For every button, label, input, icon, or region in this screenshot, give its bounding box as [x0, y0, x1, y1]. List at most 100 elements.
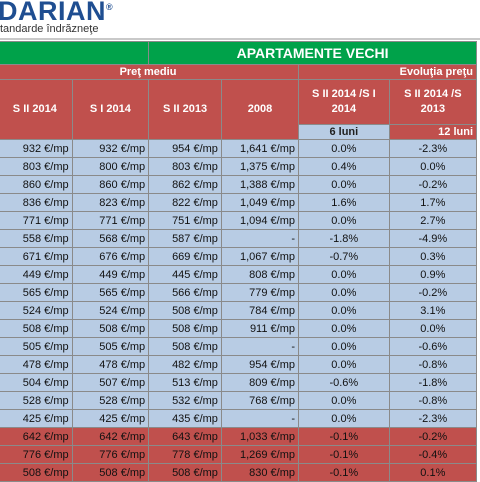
table-cell: -0.1% — [298, 445, 390, 464]
table-cell: 860 €/mp — [71, 175, 150, 194]
table-cell: - — [220, 409, 300, 428]
table-cell: 0.0% — [298, 283, 390, 302]
subheader-6-months: 6 luni — [298, 124, 390, 140]
group-header-price: Preţ mediu — [0, 64, 299, 80]
column-header: S II 2014 /S 2013 — [388, 79, 478, 125]
table-cell: 449 €/mp — [0, 265, 73, 284]
table-row: 508 €/mp 508 €/mp 508 €/mp 830 €/mp -0.1% 0.1… — [0, 463, 478, 482]
table-cell: 482 €/mp — [148, 355, 222, 374]
title-blank — [0, 41, 150, 65]
table-cell: 803 €/mp — [0, 157, 73, 176]
table-cell: 778 €/mp — [148, 445, 222, 464]
table-cell: 671 €/mp — [0, 247, 73, 266]
logo-divider — [0, 38, 480, 40]
table-cell: 776 €/mp — [71, 445, 150, 464]
table-cell: -1.8% — [388, 373, 478, 392]
table-cell: - — [220, 229, 300, 248]
table-row: 528 €/mp 528 €/mp 532 €/mp 768 €/mp 0.0% -0.8… — [0, 391, 478, 410]
table-cell: -2.3% — [388, 409, 478, 428]
table-cell: -1.8% — [298, 229, 390, 248]
table-row: 505 €/mp 505 €/mp 508 €/mp -0.0% -0.6% — [0, 337, 478, 356]
column-header: S II 2013 — [148, 79, 222, 140]
table-row: 803 €/mp 800 €/mp 803 €/mp 1,375 €/mp 0.4% 0.… — [0, 157, 478, 176]
table-cell: 0.0% — [388, 319, 478, 338]
table-cell: -0.2% — [388, 283, 478, 302]
table-cell: -0.4% — [388, 445, 478, 464]
table-cell: 507 €/mp — [71, 373, 150, 392]
table-cell: 676 €/mp — [71, 247, 150, 266]
table-cell: -0.1% — [298, 463, 390, 482]
group-header-evolution: Evoluţia preţu — [298, 64, 477, 80]
table-cell: 751 €/mp — [148, 211, 222, 230]
table-cell: 809 €/mp — [220, 373, 300, 392]
table-cell: 862 €/mp — [148, 175, 222, 194]
table-cell: 768 €/mp — [220, 391, 300, 410]
table-cell: 771 €/mp — [0, 211, 73, 230]
table-cell: -4.9% — [388, 229, 478, 248]
table-row: 932 €/mp 932 €/mp 954 €/mp 1,641 €/mp 0.0% -2… — [0, 139, 478, 158]
table-cell: 532 €/mp — [148, 391, 222, 410]
table-cell: 0.0% — [298, 265, 390, 284]
table-cell: 0.0% — [298, 409, 390, 428]
table-cell: 911 €/mp — [220, 319, 300, 338]
table-cell: -0.8% — [388, 355, 478, 374]
table-cell: 505 €/mp — [71, 337, 150, 356]
table-cell: 1.6% — [298, 193, 390, 212]
table-cell: 528 €/mp — [71, 391, 150, 410]
table-row: 860 €/mp 860 €/mp 862 €/mp 1,388 €/mp 0.0% -0… — [0, 175, 478, 194]
table-cell: -0.6% — [298, 373, 390, 392]
table-cell: -2.3% — [388, 139, 478, 158]
table-cell: 642 €/mp — [71, 427, 150, 446]
table-cell: 860 €/mp — [0, 175, 73, 194]
table-row: 558 €/mp 568 €/mp 587 €/mp - -1.8% -4.9% — [0, 229, 478, 248]
table-cell: 643 €/mp — [148, 427, 222, 446]
table-cell: 776 €/mp — [0, 445, 73, 464]
table-cell: 822 €/mp — [148, 193, 222, 212]
table-cell: 1,375 €/mp — [220, 157, 300, 176]
table-cell: 669 €/mp — [148, 247, 222, 266]
table-cell: 0.0% — [298, 319, 390, 338]
column-header: 2008 — [220, 79, 300, 140]
table-cell: 558 €/mp — [0, 229, 73, 248]
table-cell: 1,067 €/mp — [220, 247, 300, 266]
table-cell: 524 €/mp — [0, 301, 73, 320]
table-cell: 932 €/mp — [71, 139, 150, 158]
table-cell: 784 €/mp — [220, 301, 300, 320]
table-row: 776 €/mp 776 €/mp 778 €/mp 1,269 €/mp -0.1% -… — [0, 445, 478, 464]
table-cell: 779 €/mp — [220, 283, 300, 302]
subheader-12-months: 12 luni — [388, 124, 478, 140]
table-cell: 508 €/mp — [148, 301, 222, 320]
table-row: 425 €/mp 425 €/mp 435 €/mp -0.0% -2.3% — [0, 409, 478, 428]
table-row: 642 €/mp 642 €/mp 643 €/mp 1,033 €/mp -0.1% -… — [0, 427, 478, 446]
table-cell: 568 €/mp — [71, 229, 150, 248]
table-cell: 565 €/mp — [71, 283, 150, 302]
table-cell: 445 €/mp — [148, 265, 222, 284]
table-cell: 508 €/mp — [148, 337, 222, 356]
table-cell: 823 €/mp — [71, 193, 150, 212]
table-row: 508 €/mp 508 €/mp 508 €/mp 911 €/mp 0.0% 0.0% — [0, 319, 478, 338]
table-row: 449 €/mp 449 €/mp 445 €/mp 808 €/mp 0.0% 0.9% — [0, 265, 478, 284]
table-cell: 565 €/mp — [0, 283, 73, 302]
table-cell: 954 €/mp — [220, 355, 300, 374]
darian-logo: DARIAN® tandarde îndrăzneţe — [0, 0, 480, 40]
logo-tagline: tandarde îndrăzneţe — [0, 23, 99, 35]
table-row: 671 €/mp 676 €/mp 669 €/mp 1,067 €/mp -0.7% 0… — [0, 247, 478, 266]
table-row: 771 €/mp 771 €/mp 751 €/mp 1,094 €/mp 0.0% 2.… — [0, 211, 478, 230]
table-cell: 808 €/mp — [220, 265, 300, 284]
table-cell: 478 €/mp — [0, 355, 73, 374]
table-cell: 771 €/mp — [71, 211, 150, 230]
table-cell: 830 €/mp — [220, 463, 300, 482]
table-cell: 932 €/mp — [0, 139, 73, 158]
table-cell: 1,033 €/mp — [220, 427, 300, 446]
table-cell: 0.0% — [388, 157, 478, 176]
table-cell: 504 €/mp — [0, 373, 73, 392]
table-cell: 3.1% — [388, 301, 478, 320]
apartment-price-table: APARTAMENTE VECHI Preţ mediu Evoluţia pr… — [0, 41, 478, 482]
table-cell: 508 €/mp — [148, 319, 222, 338]
table-cell: 0.0% — [298, 139, 390, 158]
table-cell: 508 €/mp — [148, 463, 222, 482]
table-cell: -0.1% — [298, 427, 390, 446]
table-cell: 836 €/mp — [0, 193, 73, 212]
table-cell: 425 €/mp — [0, 409, 73, 428]
table-cell: 2.7% — [388, 211, 478, 230]
